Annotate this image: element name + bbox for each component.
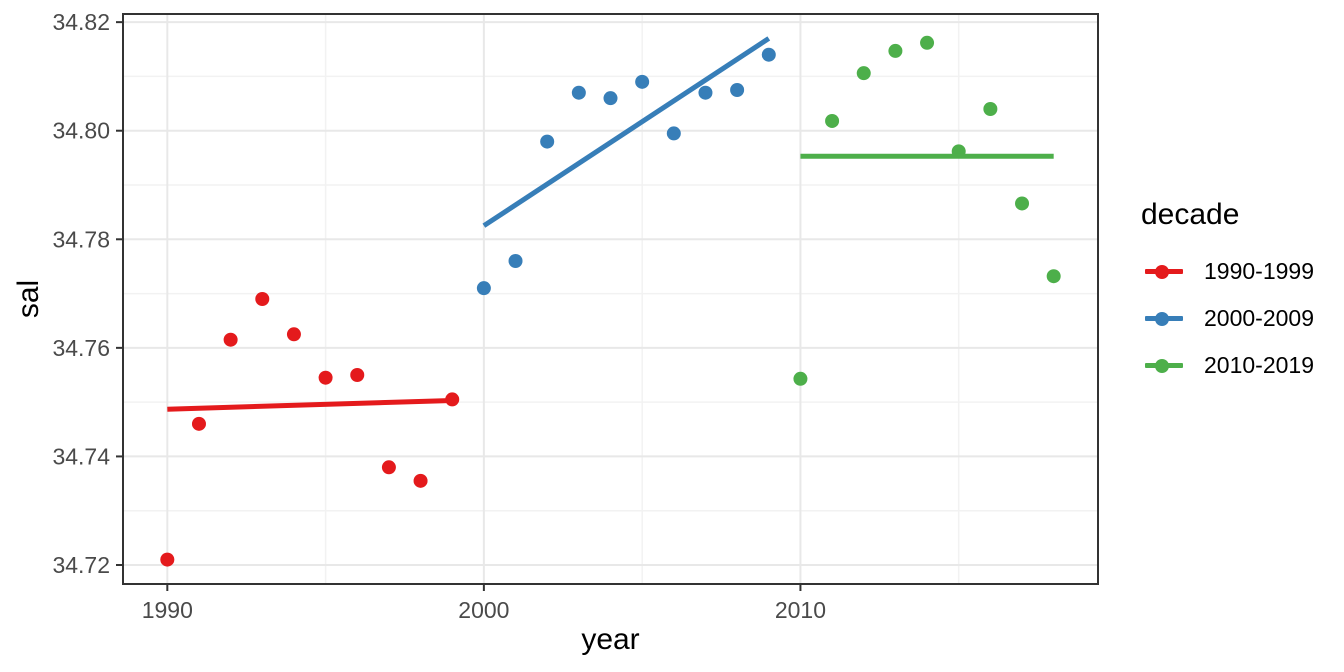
data-point-2010-2019 bbox=[793, 371, 808, 386]
data-point-2010-2019 bbox=[1015, 196, 1030, 211]
data-point-1990-1999 bbox=[160, 552, 175, 567]
legend-key-dot-icon bbox=[1155, 358, 1169, 373]
data-point-1990-1999 bbox=[255, 292, 270, 306]
data-point-2010-2019 bbox=[856, 66, 871, 81]
x-tick-label: 1990 bbox=[142, 597, 193, 623]
legend-item-2000-2009: 2000-2009 bbox=[1141, 295, 1341, 342]
legend-title: decade bbox=[1141, 198, 1240, 231]
data-point-1990-1999 bbox=[223, 332, 238, 347]
data-point-2000-2009 bbox=[698, 85, 713, 100]
data-point-2000-2009 bbox=[540, 134, 555, 149]
x-tick-label: 2000 bbox=[458, 597, 509, 623]
data-point-1990-1999 bbox=[191, 416, 206, 431]
y-tick-label: 34.80 bbox=[52, 118, 110, 144]
data-point-1990-1999 bbox=[286, 327, 301, 342]
legend-item-label: 2010-2019 bbox=[1204, 352, 1314, 378]
legend: decade 1990-1999 2000-2009 2010-2019 bbox=[1141, 196, 1341, 389]
data-point-2010-2019 bbox=[825, 113, 840, 128]
data-point-2010-2019 bbox=[888, 43, 903, 58]
panel-border bbox=[122, 13, 1099, 585]
data-point-1990-1999 bbox=[350, 368, 365, 382]
y-tick-label: 34.72 bbox=[52, 552, 110, 578]
data-point-2000-2009 bbox=[571, 85, 586, 100]
data-point-2000-2009 bbox=[761, 47, 776, 62]
x-axis-title: year bbox=[581, 623, 640, 656]
data-point-2000-2009 bbox=[666, 126, 681, 141]
legend-items: 1990-1999 2000-2009 2010-2019 bbox=[1141, 248, 1341, 389]
y-tick-label: 34.76 bbox=[52, 335, 110, 361]
y-axis-title: sal bbox=[12, 279, 45, 319]
data-point-1990-1999 bbox=[318, 370, 333, 385]
x-tick-label: 2010 bbox=[775, 597, 826, 623]
data-point-2010-2019 bbox=[983, 102, 998, 116]
data-point-2000-2009 bbox=[603, 91, 618, 106]
data-point-2000-2009 bbox=[730, 83, 745, 97]
legend-item-label: 1990-1999 bbox=[1204, 258, 1314, 284]
y-tick-label: 34.74 bbox=[52, 443, 110, 469]
data-point-2000-2009 bbox=[508, 254, 523, 268]
legend-key-icon bbox=[1141, 295, 1183, 342]
panel-background bbox=[123, 14, 1098, 584]
data-point-2000-2009 bbox=[476, 281, 491, 296]
data-point-2000-2009 bbox=[635, 74, 650, 89]
legend-key-icon bbox=[1141, 248, 1183, 295]
trend-line-1990-1999 bbox=[167, 398, 453, 412]
legend-key-dot-icon bbox=[1155, 264, 1169, 279]
y-tick-label: 34.82 bbox=[52, 9, 110, 35]
legend-item-2010-2019: 2010-2019 bbox=[1141, 342, 1341, 389]
y-tick-label: 34.78 bbox=[52, 226, 110, 252]
data-point-1990-1999 bbox=[413, 473, 428, 488]
data-point-1990-1999 bbox=[381, 460, 396, 475]
legend-item-1990-1999: 1990-1999 bbox=[1141, 248, 1341, 295]
legend-key-icon bbox=[1141, 342, 1183, 389]
data-point-2010-2019 bbox=[920, 35, 935, 50]
data-point-2010-2019 bbox=[1046, 269, 1061, 284]
legend-item-label: 2000-2009 bbox=[1204, 305, 1314, 331]
legend-key-dot-icon bbox=[1155, 311, 1169, 326]
trend-line-2000-2009 bbox=[482, 36, 771, 228]
